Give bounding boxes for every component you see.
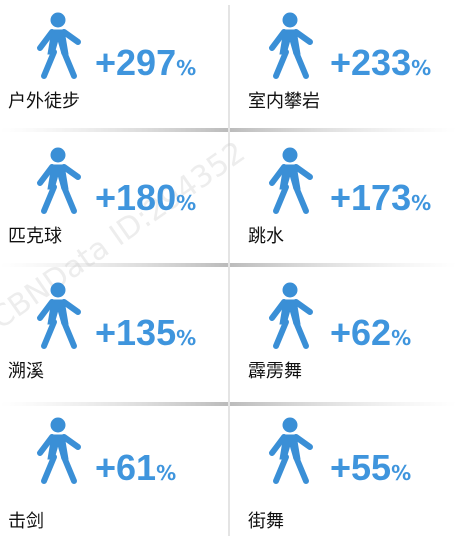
sport-label: 溯溪 [8, 361, 44, 382]
percent-change: +55% [330, 447, 411, 488]
icon-head [50, 282, 66, 298]
change-unit: % [411, 56, 431, 80]
icon-limbs [269, 434, 313, 484]
change-value: +135 [95, 312, 176, 353]
icon-limbs [37, 299, 81, 349]
change-value: +62 [330, 312, 391, 353]
icon-head [50, 12, 66, 28]
sport-label: 室内攀岩 [248, 91, 320, 112]
sport-label: 击剑 [8, 511, 44, 532]
tile: +173% 跳水 [248, 147, 431, 247]
tile: +55% 街舞 [248, 417, 411, 532]
tile: +135% 溯溪 [8, 282, 196, 382]
tile: +61% 击剑 [8, 417, 176, 532]
percent-change: +233% [330, 42, 431, 83]
change-unit: % [176, 326, 196, 350]
change-unit: % [156, 461, 176, 485]
icon-head [282, 147, 298, 163]
percent-change: +180% [95, 177, 196, 218]
change-unit: % [391, 461, 411, 485]
icon-limbs [269, 299, 313, 349]
change-value: +180 [95, 177, 176, 218]
sport-icon [269, 282, 313, 349]
icon-head [282, 12, 298, 28]
sport-label: 跳水 [248, 226, 284, 247]
sport-icon [37, 417, 81, 484]
percent-change: +297% [95, 42, 196, 83]
sport-icon [37, 147, 81, 214]
icon-head [282, 282, 298, 298]
change-value: +233 [330, 42, 411, 83]
tile: +62% 霹雳舞 [248, 282, 411, 382]
sport-icon [37, 12, 81, 79]
icon-limbs [269, 164, 313, 214]
tile: +180% 匹克球 [8, 147, 196, 247]
change-unit: % [176, 191, 196, 215]
percent-change: +135% [95, 312, 196, 353]
tile: +297% 户外徒步 [8, 12, 196, 112]
icon-limbs [37, 434, 81, 484]
sport-icon [37, 282, 81, 349]
sport-icon [269, 417, 313, 484]
icon-head [282, 417, 298, 433]
sport-icon [269, 147, 313, 214]
sport-icon [269, 12, 313, 79]
change-unit: % [176, 56, 196, 80]
sport-label: 霹雳舞 [248, 361, 302, 382]
icon-head [50, 417, 66, 433]
change-value: +173 [330, 177, 411, 218]
change-unit: % [411, 191, 431, 215]
change-value: +55 [330, 447, 391, 488]
icon-limbs [37, 164, 81, 214]
percent-change: +61% [95, 447, 176, 488]
change-value: +297 [95, 42, 176, 83]
icon-limbs [37, 29, 81, 79]
percent-change: +62% [330, 312, 411, 353]
icon-head [50, 147, 66, 163]
change-value: +61 [95, 447, 156, 488]
sport-label: 匹克球 [8, 226, 62, 247]
tile: +233% 室内攀岩 [248, 12, 431, 112]
change-unit: % [391, 326, 411, 350]
icon-limbs [269, 29, 313, 79]
percent-change: +173% [330, 177, 431, 218]
sport-label: 街舞 [248, 511, 284, 532]
sport-label: 户外徒步 [8, 91, 80, 112]
